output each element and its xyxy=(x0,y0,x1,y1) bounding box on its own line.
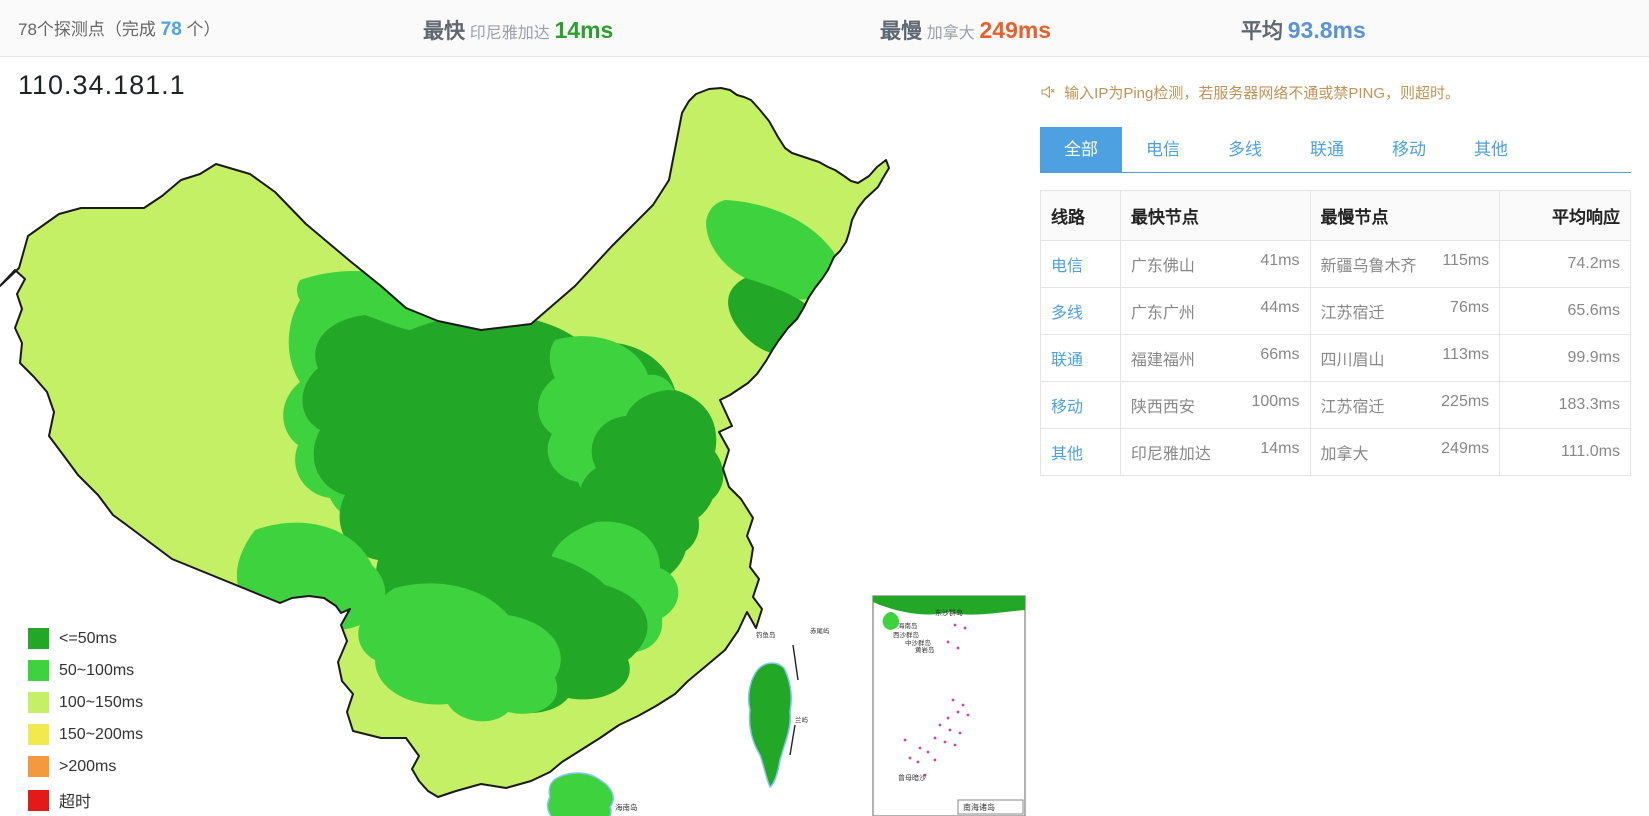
svg-text:南海诸岛: 南海诸岛 xyxy=(963,802,995,812)
svg-text:中沙群岛: 中沙群岛 xyxy=(905,638,931,647)
svg-text:海南岛: 海南岛 xyxy=(615,802,638,812)
svg-text:黄岩岛: 黄岩岛 xyxy=(915,645,935,654)
svg-text:钓鱼岛: 钓鱼岛 xyxy=(756,630,776,639)
svg-text:赤尾屿: 赤尾屿 xyxy=(810,626,830,635)
svg-text:曾母暗沙: 曾母暗沙 xyxy=(898,773,926,782)
svg-text:海南岛: 海南岛 xyxy=(898,621,918,630)
svg-text:西沙群岛: 西沙群岛 xyxy=(893,630,919,639)
svg-text:兰屿: 兰屿 xyxy=(795,715,809,724)
svg-text:东沙群岛: 东沙群岛 xyxy=(935,608,963,617)
